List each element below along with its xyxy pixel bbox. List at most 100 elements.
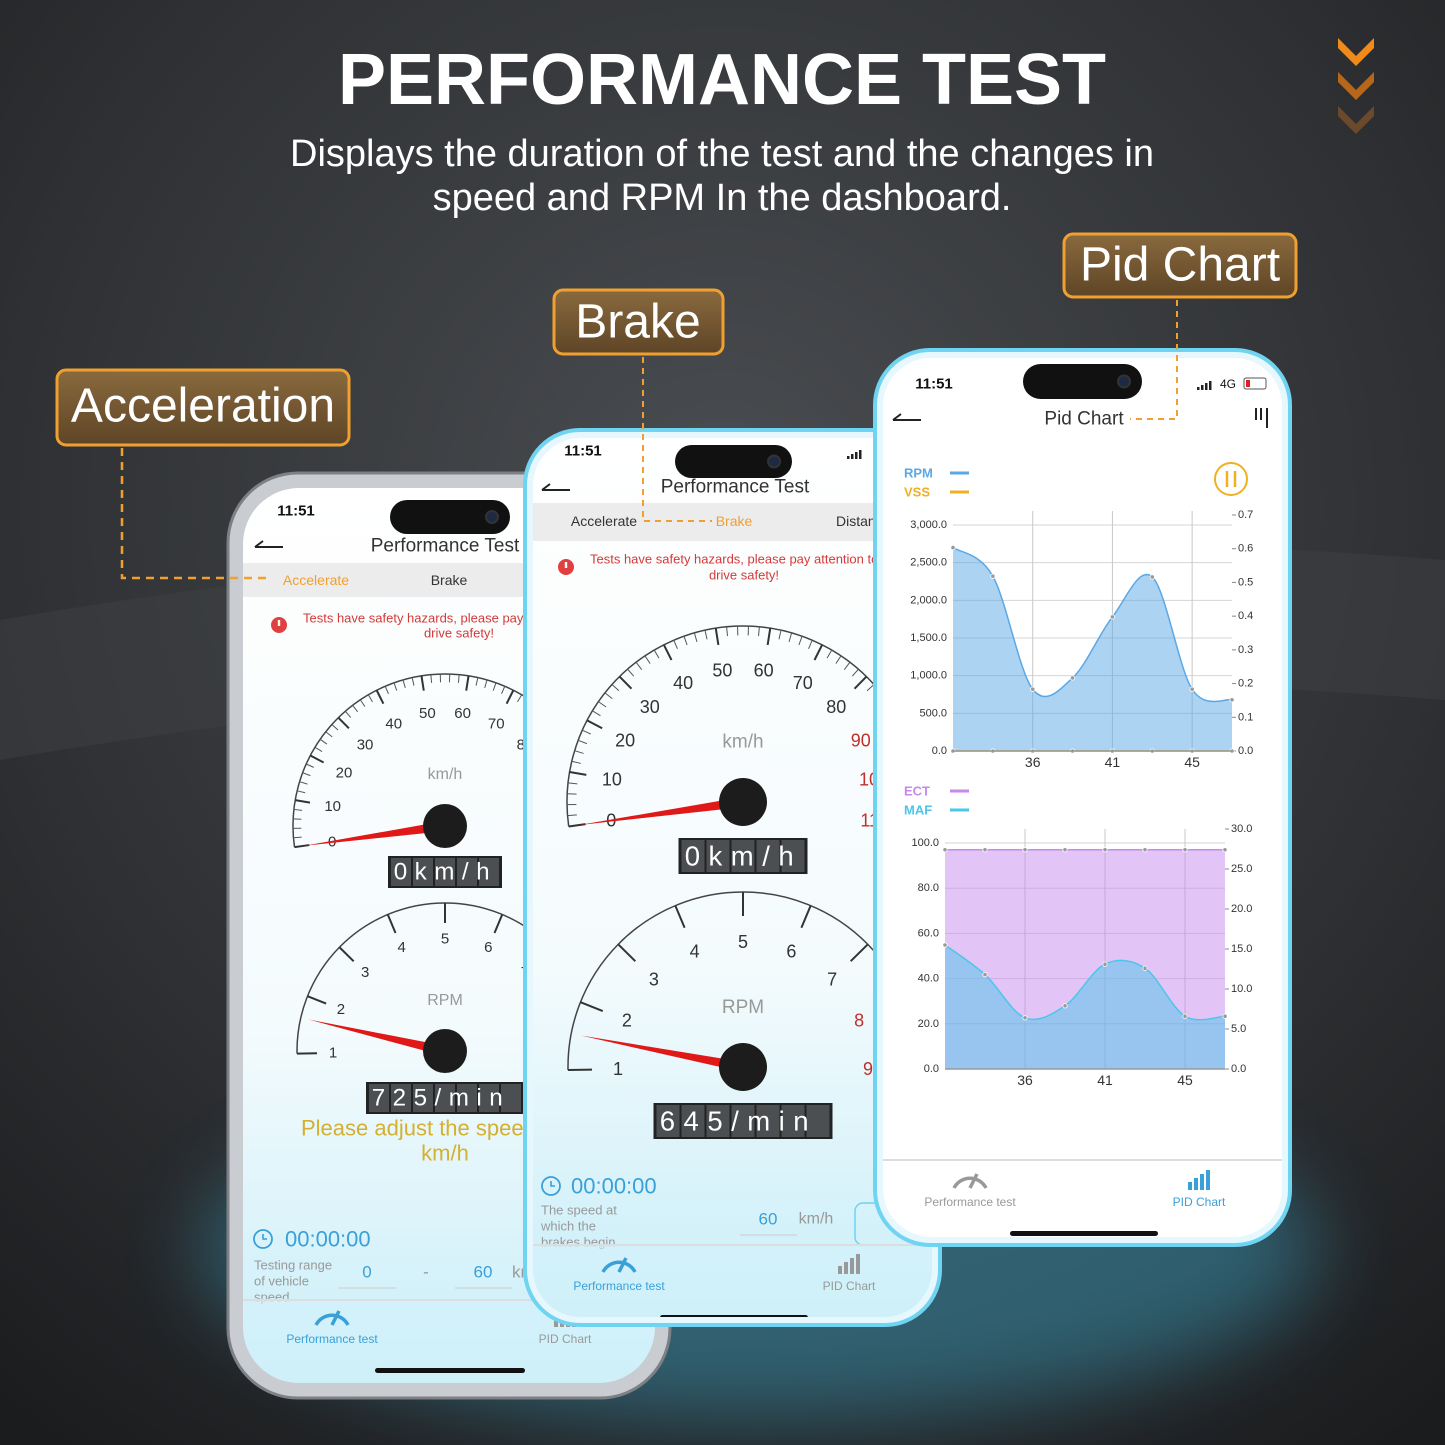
range-label: of vehicle: [254, 1274, 309, 1289]
gauge-minor-tick: [517, 694, 523, 703]
gauge-needle: [581, 1035, 744, 1072]
gauge-label: 20: [336, 765, 353, 782]
series-point: [1182, 847, 1188, 853]
tab[interactable]: Brake: [716, 513, 753, 529]
right-tick-label: 0.4: [1238, 610, 1253, 622]
series-line: [944, 944, 1226, 1021]
left-tick-label: 80.0: [918, 882, 939, 894]
gauge-label: 9: [863, 1059, 873, 1079]
gauge-tick: [420, 675, 425, 691]
nav-icon-bars: [554, 1319, 558, 1327]
gauge-tick: [386, 914, 397, 934]
dynamic-island: [390, 500, 510, 534]
x-tick-label: 45: [1177, 1072, 1193, 1088]
series-line: [952, 546, 1233, 703]
pause-button[interactable]: [1214, 462, 1248, 496]
right-tick-label: 0.5: [1238, 576, 1253, 588]
gauge-tick: [337, 716, 350, 730]
gauge-minor-tick: [411, 677, 415, 686]
menu-button[interactable]: [1255, 408, 1268, 428]
back-button[interactable]: [892, 413, 921, 421]
nav-label[interactable]: Performance test: [924, 1195, 1016, 1209]
nav-label[interactable]: PID Chart: [823, 1279, 876, 1293]
gauge-label: 30: [357, 736, 374, 753]
readout-cell: [756, 840, 780, 872]
gauge-tick: [617, 943, 637, 962]
x-tick-label: 45: [1184, 754, 1200, 770]
left-tick-label: 1,500.0: [910, 632, 947, 644]
gauge-tick: [853, 675, 868, 690]
pause-glyph: [1225, 471, 1237, 487]
gauge-minor-tick: [484, 679, 488, 688]
gauge-minor-tick: [359, 699, 366, 707]
callout-box: [55, 368, 351, 447]
readout-cell: [457, 858, 477, 886]
series-point: [1149, 574, 1155, 580]
phone-screen: [533, 438, 932, 1317]
readout-text: 645/min: [660, 1106, 817, 1137]
connector: [642, 357, 712, 522]
dynamic-island: [675, 445, 792, 478]
gauge-minor-tick: [331, 724, 339, 731]
phone-content: 11:51 4G Pid Chart 0.0 500.0 1,000.0 1,500.0 2,…: [883, 358, 1282, 1237]
gauge-minor-tick: [344, 710, 352, 718]
nav-icon-bars: [1194, 1178, 1198, 1190]
nav-label[interactable]: PID Chart: [539, 1332, 592, 1346]
gauge-label: 4: [398, 939, 406, 956]
gauge-label: 10: [602, 769, 622, 789]
screen-title: Performance Test: [661, 477, 810, 498]
readout-cell: [413, 1084, 433, 1112]
gauge-label: 50: [712, 661, 732, 681]
signal-bar: [1205, 383, 1208, 390]
gauge-minor-tick: [299, 781, 308, 785]
signal-bar: [1201, 385, 1204, 390]
readout-cell: [756, 1105, 780, 1137]
gauge-tick: [465, 675, 470, 691]
gauge-minor-tick: [293, 808, 303, 811]
series-point: [1189, 686, 1195, 692]
gauge-tick: [505, 689, 515, 705]
nav-label[interactable]: PID Chart: [1173, 1195, 1226, 1209]
timer: 00:00:00: [571, 1174, 657, 1199]
dynamic-island: [1023, 364, 1142, 399]
tab[interactable]: Brake: [431, 572, 468, 588]
tab[interactable]: Accelerate: [571, 513, 637, 529]
back-button[interactable]: [541, 483, 570, 491]
callout-label: Acceleration: [71, 380, 335, 433]
gauge-minor-tick: [306, 763, 314, 768]
legend-label: RPM: [904, 466, 933, 481]
right-tick-label: 20.0: [1231, 903, 1252, 915]
right-tick-label: 0.1: [1238, 711, 1253, 723]
warning-icon-mark: [277, 620, 281, 626]
gauge-label: 2: [622, 1011, 632, 1031]
back-button[interactable]: [254, 540, 283, 548]
readout-cell: [457, 1084, 477, 1112]
gauge-minor-tick: [577, 739, 588, 745]
gauge-minor-tick: [367, 694, 373, 703]
series-point: [942, 942, 948, 948]
readout-cell: [656, 1105, 680, 1137]
camera: [1117, 374, 1131, 389]
nav-icon-bars: [1206, 1170, 1210, 1190]
gauge-label: 1: [613, 1059, 623, 1079]
signal-bar: [851, 454, 854, 459]
clock-hands: [262, 1234, 267, 1240]
tab[interactable]: Accelerate: [283, 572, 349, 588]
home-indicator: [375, 1368, 525, 1373]
nav-label[interactable]: Performance test: [573, 1279, 665, 1293]
legend-label: VSS: [904, 485, 930, 500]
camera: [767, 454, 781, 469]
gauge-minor-tick: [314, 746, 323, 752]
warning-text: drive safety!: [424, 626, 494, 641]
nav-label[interactable]: Performance test: [286, 1332, 378, 1346]
signal-bar: [1209, 381, 1212, 390]
gauge-minor-tick: [319, 738, 328, 745]
gauge-tick: [580, 1001, 604, 1012]
clock-icon: [253, 1229, 273, 1249]
readout-cell: [706, 1105, 730, 1137]
status-time: 11:51: [915, 376, 953, 393]
x-tick-label: 36: [1017, 1072, 1033, 1088]
range-sep: -: [423, 1263, 429, 1282]
nav-icon-gauge: [601, 1257, 637, 1273]
left-tick-label: 0.0: [932, 745, 947, 757]
